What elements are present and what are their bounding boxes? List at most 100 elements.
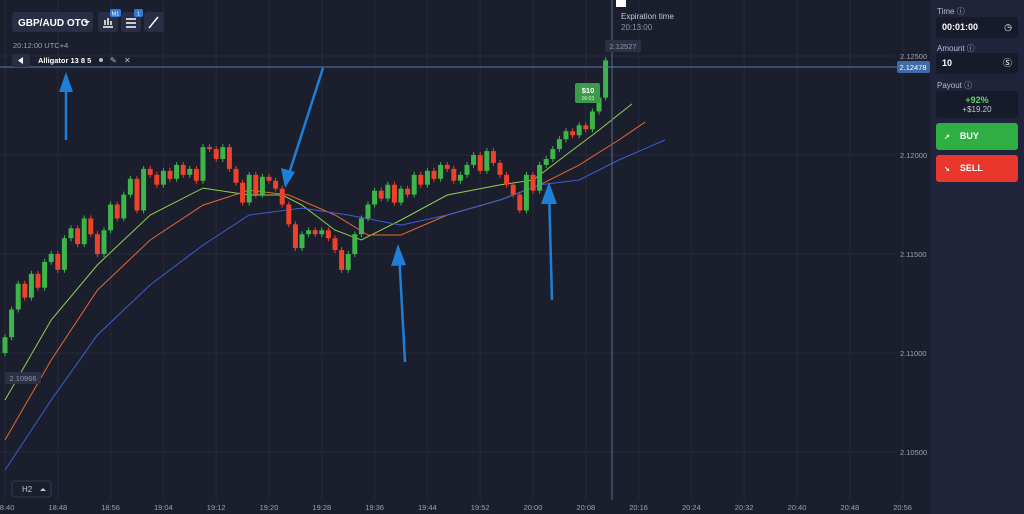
candle-body (603, 60, 609, 98)
trade-amount: $10 (582, 86, 595, 95)
candle-body (457, 174, 463, 181)
x-tick-label: 19:12 (207, 503, 226, 512)
expiration-title: Expiration time (621, 12, 674, 21)
candle-body (81, 218, 87, 245)
amount-input[interactable]: 10 Ⓢ (936, 53, 1018, 74)
payout-value: +$19.20 (962, 105, 992, 114)
clock: 20:12:00 UTC+4 (13, 41, 68, 50)
y-tick-label: 2.10500 (900, 448, 927, 457)
candle-body (233, 168, 239, 183)
x-tick-label: 19:52 (471, 503, 490, 512)
timeframe-badge-text: M1 (112, 12, 120, 18)
x-tick-label: 18:40 (0, 503, 14, 512)
candle-body (398, 188, 404, 203)
candle-body (141, 168, 147, 211)
candle-body (550, 149, 556, 159)
candle-body (114, 204, 120, 219)
amount-label-text: Amount (937, 44, 965, 53)
candle-body (127, 178, 133, 195)
candle-body (510, 184, 516, 195)
candle-body (372, 190, 378, 205)
candle-body (279, 188, 285, 205)
candle-body (240, 182, 246, 203)
x-tick-label: 20:56 (893, 503, 912, 512)
candle-body (523, 174, 529, 211)
sell-button[interactable]: ↘ SELL (936, 155, 1018, 182)
trade-panel: Time ⓘ 00:01:00 ◷ Amount ⓘ 10 Ⓢ Payout ⓘ +… (930, 0, 1024, 514)
pair-button[interactable] (12, 12, 93, 32)
x-tick-label: 20:32 (735, 503, 754, 512)
candle-body (193, 168, 199, 181)
x-tick-label: 18:56 (101, 503, 120, 512)
candle-body (345, 254, 351, 270)
svg-text:✎: ✎ (110, 56, 117, 65)
candle-body (352, 234, 358, 255)
expiration-time: 20:13:00 (621, 23, 653, 32)
amount-label: Amount ⓘ (937, 44, 975, 53)
candle-body (147, 168, 153, 175)
candle-body (207, 147, 213, 150)
x-tick-label: 19:04 (154, 503, 173, 512)
candle-body (48, 254, 54, 262)
candle-body (108, 204, 114, 231)
candle-body (306, 230, 312, 235)
alligator-line (4, 121, 646, 441)
candle-body (35, 273, 41, 288)
x-tick-label: 18:48 (48, 503, 67, 512)
sell-text: SELL (959, 163, 983, 173)
candle-body (378, 190, 384, 199)
indicator-badge (134, 9, 143, 17)
pair: GBP/AUD OTC (18, 18, 88, 29)
candle-body (556, 139, 562, 150)
candle-body (160, 170, 166, 185)
candle-body (385, 184, 391, 199)
candle-body (312, 230, 318, 235)
candle-body (517, 194, 523, 211)
candle-body (246, 174, 252, 203)
candle-body (94, 234, 100, 255)
candle-body (226, 147, 232, 169)
period: H2 (22, 485, 33, 494)
indicator-name: Alligator 13 8 5 (38, 56, 91, 65)
candle-body (589, 111, 595, 130)
candle-body (22, 283, 28, 298)
trade-timer: 00:03 (582, 96, 595, 102)
time-input[interactable]: 00:01:00 ◷ (936, 17, 1018, 38)
candle-body (325, 230, 331, 239)
buy-button[interactable]: ↗ BUY (936, 123, 1018, 150)
candle-body (444, 164, 450, 169)
candle-body (174, 164, 180, 179)
candle-body (451, 168, 457, 181)
candle-body (358, 218, 364, 235)
candle-body (418, 174, 424, 185)
candle-body (259, 176, 265, 195)
indicator-badge-text: 1 (137, 12, 140, 18)
x-tick-label: 19:44 (418, 503, 437, 512)
high-label: 2.12527 (609, 42, 636, 51)
candle-body (213, 149, 219, 159)
indicator-controls: ✎ ✕ (99, 56, 131, 65)
candle-body (15, 283, 21, 310)
candle-body (424, 170, 430, 185)
x-tick-label: 20:08 (576, 503, 595, 512)
candle-body (286, 204, 292, 225)
dropdown-icon (84, 21, 90, 24)
x-tick-label: 20:40 (788, 503, 807, 512)
candle-body (187, 168, 193, 175)
period-button[interactable] (11, 480, 52, 498)
candle-body (570, 131, 576, 136)
candle-body (504, 174, 510, 185)
y-tick-label: 2.11500 (900, 250, 927, 259)
candle-body (101, 230, 107, 255)
y-tick-label: 2.12500 (900, 52, 927, 61)
candle-body (266, 176, 272, 181)
candle-body (273, 180, 279, 189)
candle-body (134, 178, 140, 211)
chart: Expiration time 20:13:00 2.12527 2.10966… (0, 0, 930, 514)
x-tick-label: 19:28 (312, 503, 331, 512)
candle-body (167, 170, 173, 179)
x-tick-label: 20:00 (524, 503, 543, 512)
candle-body (365, 204, 371, 219)
amount-value: 10 (942, 58, 953, 68)
candle-body (339, 250, 345, 270)
